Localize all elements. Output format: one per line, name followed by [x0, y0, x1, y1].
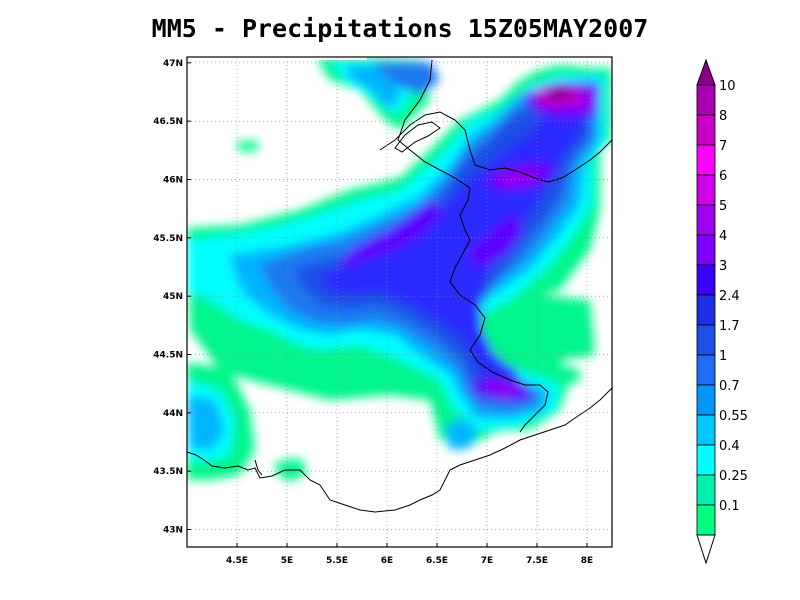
lat-tick-label: 47N: [163, 59, 183, 69]
colorbar-swatch: [696, 504, 716, 536]
colorbar-swatch: [696, 264, 716, 296]
map-frame: [186, 56, 613, 548]
lon-tick-label: 5E: [281, 556, 293, 566]
lat-tick-label: 45.5N: [153, 234, 183, 244]
precipitation-field: [187, 57, 612, 482]
colorbar-label: 6: [719, 169, 727, 184]
colorbar-label: 1.7: [719, 319, 740, 334]
lat-tick-label: 43.5N: [153, 467, 183, 477]
colorbar-swatch: [696, 114, 716, 146]
colorbar-label: 10: [719, 79, 736, 94]
lon-tick-label: 5.5E: [326, 556, 348, 566]
colorbar-swatch: [696, 444, 716, 476]
colorbar-label: 0.7: [719, 379, 740, 394]
colorbar-label: 8: [719, 109, 727, 124]
colorbar-swatch: [696, 384, 716, 416]
lat-tick-label: 44N: [163, 409, 183, 419]
border-france-italy: [397, 59, 549, 433]
lon-tick-label: 6.5E: [426, 556, 448, 566]
lat-tick-label: 46N: [163, 176, 183, 186]
map-title: MM5 - Precipitations 15Z05MAY2007: [151, 14, 649, 43]
colorbar-label: 4: [719, 229, 727, 244]
colorbar-label: 0.55: [719, 409, 748, 424]
colorbar-swatch: [696, 234, 716, 266]
colorbar-label: 0.4: [719, 439, 740, 454]
colorbar-swatch: [696, 84, 716, 116]
lon-tick-label: 8E: [581, 556, 593, 566]
colorbar-label: 7: [719, 139, 727, 154]
colorbar-label: 0.25: [719, 469, 748, 484]
colorbar-label: 1: [719, 349, 727, 364]
coastline: [187, 387, 612, 513]
colorbar-bottom-triangle: [696, 534, 716, 565]
colorbar-swatch: [696, 294, 716, 326]
lon-tick-label: 7.5E: [526, 556, 548, 566]
lake-geneva: [394, 121, 441, 153]
lon-tick-label: 4.5E: [226, 556, 248, 566]
colorbar-top-triangle: [696, 58, 716, 86]
lon-tick-labels: 4.5E 5E 5.5E 6E 6.5E 7E 7.5E 8E: [226, 543, 593, 566]
lat-tick-label: 46.5N: [153, 117, 183, 127]
colorbar-swatch: [696, 204, 716, 236]
colorbar-swatch: [696, 354, 716, 386]
lat-tick-label: 43N: [163, 526, 183, 536]
lat-tick-label: 44.5N: [153, 351, 183, 361]
border-switzerland: [379, 111, 612, 183]
coastline-borders: [187, 59, 612, 513]
colorbar-swatch: [696, 414, 716, 446]
lat-tick-labels: 47N 46.5N 46N 45.5N 45N 44.5N 44N 43.5N 43N: [153, 59, 191, 536]
colorbar: 10 8 7 6 5 4 3 2.4 1.7 1 0.7 0.55 0.4 0.25 0.1: [696, 58, 748, 565]
colorbar-swatch: [696, 474, 716, 506]
colorbar-label: 5: [719, 199, 727, 214]
map-grid: [187, 57, 612, 547]
coast-west: [254, 459, 263, 476]
colorbar-swatch: [696, 324, 716, 356]
colorbar-swatch: [696, 174, 716, 206]
lon-tick-label: 7E: [481, 556, 493, 566]
colorbar-label: 2.4: [719, 289, 740, 304]
colorbar-label: 0.1: [719, 499, 740, 514]
lat-tick-label: 45N: [163, 292, 183, 302]
colorbar-label: 3: [719, 259, 727, 274]
lon-tick-label: 6E: [381, 556, 393, 566]
colorbar-swatch: [696, 144, 716, 176]
